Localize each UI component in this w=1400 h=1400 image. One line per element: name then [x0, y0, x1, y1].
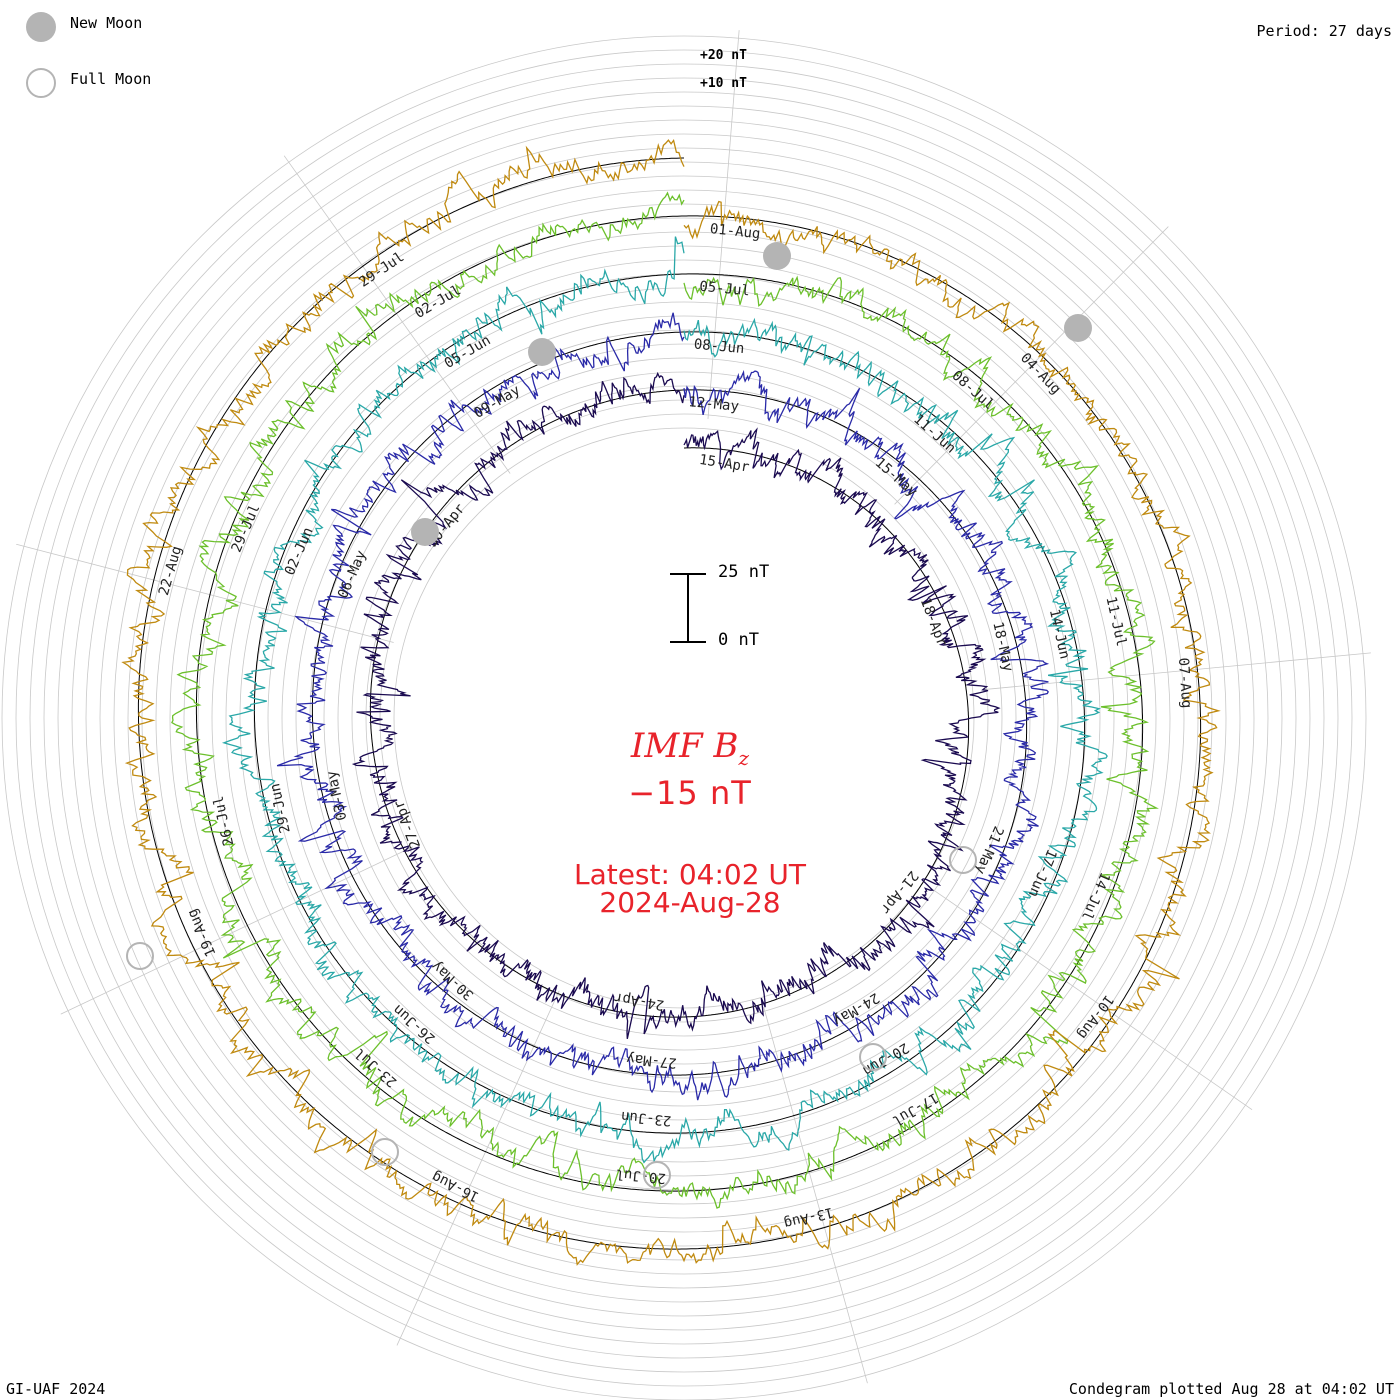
grid-spoke	[16, 543, 394, 643]
baseline-spiral	[311, 331, 1028, 1076]
date-label: 02-Jun	[282, 525, 317, 578]
grid-spoke	[283, 155, 511, 474]
grid-ring	[57, 91, 1311, 1345]
grid-ring	[379, 413, 989, 1023]
grid-ring	[155, 189, 1213, 1247]
grid-ring	[351, 385, 1017, 1051]
grid-spoke	[60, 846, 414, 1015]
parameter-name: IMF Bz	[490, 726, 890, 770]
baseline-spiral	[137, 157, 1202, 1250]
date-label: 05-Jul	[699, 279, 751, 300]
series-trace	[171, 191, 1159, 1209]
baseline-spiral	[369, 389, 970, 1018]
grid-ring	[99, 133, 1269, 1303]
full-moon-marker	[126, 942, 154, 970]
date-label: 27-May	[626, 1050, 678, 1071]
date-label: 12-May	[688, 394, 740, 415]
grid-spoke	[982, 652, 1371, 691]
grid-ring	[43, 77, 1325, 1359]
new-moon-icon	[26, 12, 56, 42]
grid-ring	[71, 105, 1297, 1331]
grid-ring	[127, 161, 1241, 1275]
date-label: 22-Aug	[156, 544, 185, 597]
full-moon-marker	[643, 1161, 671, 1189]
grid-ring	[295, 329, 1073, 1107]
full-moon-marker	[371, 1138, 399, 1166]
grid-ring	[393, 427, 975, 1009]
grid-ring	[141, 175, 1227, 1261]
date-label: 21-May	[972, 824, 1007, 877]
date-label: 08-Jul	[948, 368, 997, 413]
grid-spoke	[396, 990, 560, 1346]
grid-ring	[365, 399, 1003, 1037]
date-label: 15-Apr	[698, 452, 750, 476]
full-moon-icon	[26, 68, 56, 98]
date-label: 29-Jul	[356, 249, 407, 291]
ring-label-plus10: +10 nT	[700, 76, 747, 91]
latest-date: 2024-Aug-28	[599, 886, 781, 919]
legend-full-moon-label: Full Moon	[70, 70, 152, 88]
plotted-timestamp: Condegram plotted Aug 28 at 04:02 UT	[1068, 1380, 1394, 1398]
grid-spoke	[763, 1007, 868, 1384]
credit-label: GI-UAF 2024	[6, 1380, 106, 1398]
ring-label-plus20: +20 nT	[700, 48, 747, 63]
grid-spoke	[894, 226, 1169, 505]
scale-bar-top-label: 25 nT	[718, 562, 770, 582]
grid-spoke	[930, 887, 1253, 1110]
date-label: 17-Jul	[889, 1089, 941, 1129]
date-label: 24-Apr	[613, 989, 665, 1013]
new-moon-marker	[528, 338, 556, 366]
latest-time: Latest: 04:02 UT	[573, 858, 807, 891]
parameter-subscript: z	[738, 745, 750, 770]
grid-ring	[267, 301, 1101, 1135]
full-moon-marker	[949, 846, 977, 874]
baseline-spiral	[195, 215, 1144, 1192]
date-label: 02-Jul	[412, 282, 464, 322]
date-label: 20-Jul	[615, 1165, 667, 1186]
series-trace	[276, 312, 1050, 1101]
grid-ring	[323, 357, 1045, 1079]
legend-new-moon-label: New Moon	[70, 14, 143, 32]
date-label: 24-May	[830, 989, 882, 1029]
series-trace	[121, 139, 1221, 1266]
grid-ring	[1, 35, 1367, 1400]
parameter-value: −15 nT	[628, 774, 752, 812]
grid-ring	[29, 63, 1339, 1373]
grid-ring	[253, 287, 1115, 1149]
new-moon-marker	[1064, 314, 1092, 342]
date-label: 16-Aug	[429, 1168, 481, 1205]
grid-ring	[15, 49, 1353, 1387]
date-label: 08-Jun	[693, 336, 745, 357]
grid-ring	[113, 147, 1255, 1289]
date-label: 23-Jul	[352, 1045, 401, 1090]
series-trace	[351, 371, 1001, 1039]
date-label: 30-May	[428, 958, 477, 1003]
date-label: 23-Jun	[620, 1108, 672, 1129]
grid-ring	[211, 245, 1157, 1191]
date-label: 29-Jul	[229, 502, 264, 555]
grid-ring	[197, 231, 1171, 1205]
parameter-name-text: IMF B	[630, 726, 739, 766]
new-moon-marker	[763, 242, 791, 270]
date-label: 19-Aug	[184, 906, 219, 959]
new-moon-marker	[411, 518, 439, 546]
series-trace	[221, 236, 1108, 1164]
scale-bar-bottom-label: 0 nT	[718, 630, 759, 650]
baseline-spiral	[253, 273, 1086, 1134]
period-label: Period: 27 days	[1256, 22, 1392, 40]
grid-ring	[281, 315, 1087, 1121]
grid-ring	[183, 217, 1185, 1219]
full-moon-marker	[859, 1043, 887, 1071]
grid-ring	[85, 119, 1283, 1317]
date-label: 01-Aug	[709, 221, 761, 242]
date-label: 07-Aug	[1175, 657, 1194, 709]
